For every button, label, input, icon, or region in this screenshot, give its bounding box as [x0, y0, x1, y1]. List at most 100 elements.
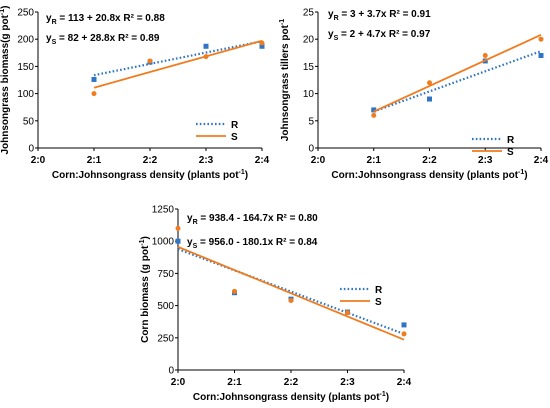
regression-equation: yS = 82 + 28.8x R² = 0.89	[46, 33, 160, 46]
y-tick-label: 100	[17, 89, 34, 100]
trendline-s	[93, 39, 263, 89]
y-tick-label: 0	[168, 366, 174, 377]
x-tick-label: 2:0	[171, 377, 186, 388]
data-point-s	[482, 53, 488, 59]
x-tick-label: 2:4	[397, 377, 412, 388]
equation-y: y	[46, 33, 52, 44]
equation-subscript: S	[193, 243, 198, 250]
trendline-s	[177, 246, 405, 341]
equation-subscript: S	[52, 39, 57, 46]
equation-y: y	[328, 9, 334, 20]
equation-body: = 82 + 28.8x	[56, 33, 115, 44]
x-axis-title-tail: )	[386, 392, 389, 403]
y-tick-label: 1000	[152, 237, 175, 248]
equation-r2: R² = 0.88	[123, 13, 165, 24]
y-axis-title: Johnsongrass biomass(g pot-1)	[0, 5, 11, 154]
data-point-s	[259, 40, 265, 46]
regression-equation: yR = 113 + 20.8x R² = 0.88	[46, 13, 165, 26]
y-tick-label: 15	[303, 62, 315, 73]
equation-r2: R² = 0.89	[118, 33, 160, 44]
y-axis-title-tail: )	[140, 236, 151, 239]
y-tick-label: 250	[17, 8, 34, 19]
equation-r2: R² = 0.97	[389, 29, 431, 40]
data-point-s	[427, 80, 432, 86]
legend-label-s: S	[507, 147, 514, 158]
equation-body: = 938.4 - 164.7x	[198, 213, 274, 224]
x-tick-label: 2:0	[311, 155, 326, 166]
legend-label-r: R	[231, 120, 239, 131]
y-tick-label: 1250	[152, 205, 175, 216]
x-tick-label: 2:3	[340, 377, 355, 388]
x-axis-title-superscript: -1	[518, 169, 524, 176]
x-axis-title-text: Corn:Johnsongrass density (plants pot	[193, 392, 380, 403]
y-axis-title-text: Corn biomass (g pot	[140, 245, 151, 343]
y-tick-label: 5	[308, 116, 314, 127]
y-axis-title-text: Johnsongrass biomass(g pot	[0, 14, 11, 154]
regression-equation: yR = 938.4 - 164.7x R² = 0.80	[187, 213, 318, 226]
x-axis-title: Corn:Johnsongrass density (plants pot-1)	[52, 169, 248, 181]
trendline-s	[373, 34, 542, 113]
y-tick-label: 500	[157, 301, 174, 312]
x-axis-title: Corn:Johnsongrass density (plants pot-1)	[193, 391, 389, 403]
data-point-s	[538, 36, 544, 42]
x-tick-label: 2:0	[31, 155, 46, 166]
chart-jg-tillers: 0 5 10 15 20 25 2:0 2:1 2:2 2:3 2:4 Corn:Johnsongra…	[279, 8, 549, 182]
x-tick-label: 2:2	[284, 377, 299, 388]
y-tick-label: 0	[308, 144, 314, 155]
data-point-s	[91, 91, 97, 97]
equation-r2: R² = 0.84	[276, 237, 318, 248]
y-axis-title-text: Johnsongrass tillers pot	[280, 24, 291, 141]
legend-label-r: R	[375, 285, 383, 296]
y-tick-label: 200	[17, 35, 34, 46]
y-tick-label: 150	[17, 62, 34, 73]
x-tick-label: 2:4	[255, 155, 270, 166]
x-tick-label: 2:2	[422, 155, 437, 166]
y-tick-label: 0	[28, 144, 34, 155]
data-point-r	[259, 43, 265, 49]
data-point-r	[371, 107, 377, 113]
x-axis-title-superscript: -1	[380, 391, 386, 398]
y-tick-label: 20	[303, 35, 315, 46]
trendline-r	[373, 50, 542, 113]
x-axis-title-text: Corn:Johnsongrass density (plants pot	[52, 170, 239, 181]
legend-label-s: S	[231, 132, 238, 143]
trendline-r	[93, 40, 263, 77]
y-tick-label: 750	[157, 269, 174, 280]
equation-y: y	[187, 213, 193, 224]
equation-subscript: R	[52, 19, 57, 26]
x-axis-title-superscript: -1	[239, 169, 245, 176]
equation-r2: R² = 0.80	[276, 213, 318, 224]
data-point-s	[232, 288, 237, 294]
x-tick-label: 2:1	[227, 377, 242, 388]
data-point-s	[345, 310, 350, 316]
equation-body: = 3 + 3.7x	[339, 9, 387, 20]
x-axis-title-tail: )	[524, 170, 527, 181]
y-tick-label: 250	[157, 333, 174, 344]
equation-y: y	[46, 13, 52, 24]
regression-equation: yR = 3 + 3.7x R² = 0.91	[328, 9, 431, 22]
equation-subscript: R	[193, 219, 198, 226]
x-tick-label: 2:2	[143, 155, 158, 166]
data-point-s	[401, 331, 407, 337]
data-point-s	[203, 54, 209, 60]
data-point-s	[147, 58, 153, 64]
trendline-r	[177, 248, 405, 336]
data-point-r	[401, 322, 407, 328]
y-axis-title-superscript: -1	[139, 239, 146, 245]
y-axis-title: Corn biomass (g pot-1)	[139, 236, 151, 343]
x-axis-title-tail: )	[245, 170, 248, 181]
data-point-s	[288, 297, 294, 303]
y-tick-label: 25	[303, 8, 315, 19]
y-axis-title-superscript: -1	[279, 19, 286, 25]
data-point-r	[538, 53, 544, 59]
data-point-r	[203, 43, 209, 49]
y-tick-label: 10	[303, 89, 315, 100]
equation-subscript: R	[334, 15, 339, 22]
equation-body: = 956.0 - 180.1x	[197, 237, 273, 248]
x-tick-label: 2:1	[367, 155, 382, 166]
data-point-r	[427, 96, 432, 102]
equation-body: = 113 + 20.8x	[57, 13, 121, 24]
y-axis-title: Johnsongrass tillers pot-1	[279, 19, 291, 141]
